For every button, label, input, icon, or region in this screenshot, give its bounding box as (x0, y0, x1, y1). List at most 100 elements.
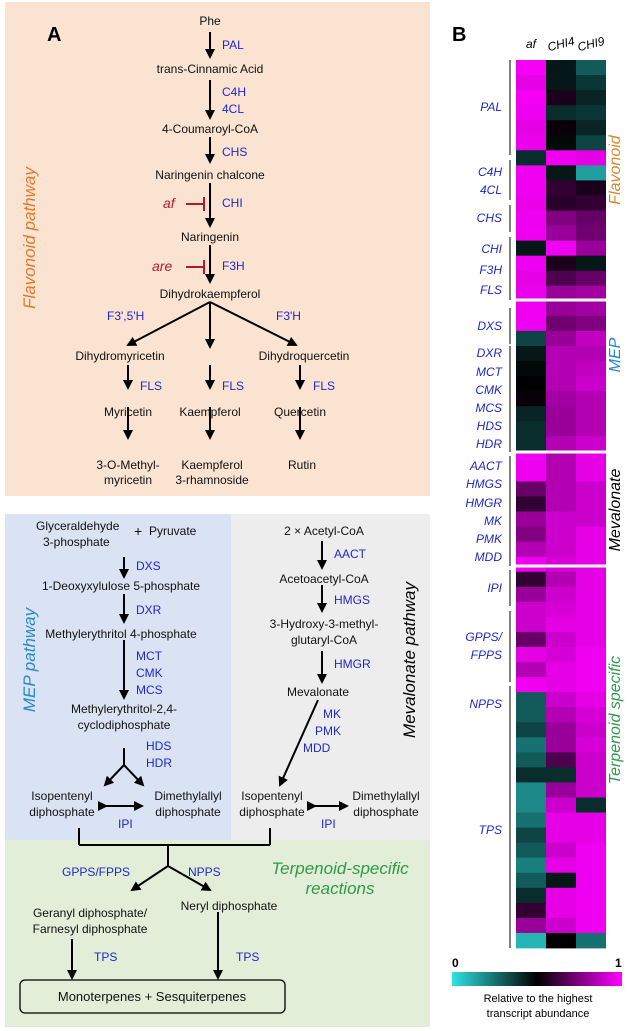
heatmap-cell (576, 917, 606, 934)
heatmap-cell (546, 872, 576, 889)
heatmap-cell (576, 782, 606, 798)
heatmap-cell (576, 90, 606, 106)
heatmap-cell (546, 120, 576, 136)
heatmap-cell (576, 571, 606, 588)
heatmap-cell (516, 556, 546, 573)
heatmap-cell (576, 240, 606, 257)
heatmap-cell (576, 165, 606, 181)
compound-kaempferol-rhamnoside-line1: Kaempferol (181, 458, 243, 472)
heatmap-cell (576, 857, 606, 874)
heatmap-cell (576, 60, 606, 76)
heatmap-cell (576, 767, 606, 783)
heatmap-cell (576, 586, 606, 603)
heatmap-cell (576, 436, 606, 452)
heatmap-cell (576, 376, 606, 392)
compound-methyl-myricetin-line1: 3-O-Methyl- (96, 458, 160, 472)
heatmap-cell (546, 782, 576, 798)
heatmap-cell (516, 737, 546, 753)
gene-tps: TPS (478, 823, 502, 837)
compound-myricetin: Myricetin (103, 405, 153, 419)
heatmap-cell (546, 526, 576, 543)
compound-acetyl-coa: 2 × Acetyl-CoA (284, 524, 364, 538)
heatmap-cell (516, 255, 546, 272)
gene-hmgs: HMGS (466, 477, 502, 491)
heatmap-cell (516, 677, 546, 693)
enzyme-aact: AACT (334, 547, 367, 561)
gene-hmgr: HMGR (465, 496, 502, 510)
heatmap-cell (576, 692, 606, 708)
heatmap-cell (576, 406, 606, 422)
heatmap-cell (576, 421, 606, 437)
enzyme-chs: CHS (222, 145, 248, 159)
heatmap-cell (516, 707, 546, 723)
heatmap-cell (576, 315, 606, 332)
heatmap-cell (516, 135, 546, 151)
heatmap-cell (516, 662, 546, 678)
gene-f3h: F3H (479, 263, 502, 277)
heatmap-cell (516, 361, 546, 377)
compound-kaempferol-rhamnoside-line2: 3-rhamnoside (175, 473, 249, 487)
heatmap-cell (516, 842, 546, 859)
heatmap-cell (516, 315, 546, 332)
mevalonate-panel-bg (231, 514, 430, 840)
heatmap-cell (546, 361, 576, 377)
compound-coumaroyl-coa: 4-Coumaroyl-CoA (161, 122, 259, 136)
heatmap-cell (576, 902, 606, 919)
heatmap-cell (576, 511, 606, 527)
heatmap-cell (516, 180, 546, 196)
enzyme-mcs: MCS (136, 683, 163, 697)
compound-deoxyxylulose: 1-Deoxyxylulose 5-phosphate (41, 579, 201, 593)
compound-glyceraldehyde-line2: 3-phosphate (43, 535, 110, 549)
heatmap-cell (516, 120, 546, 136)
enzyme-c4h: C4H (222, 85, 247, 99)
heatmap-cell (516, 150, 546, 166)
heatmap-cell (576, 601, 606, 618)
gene-dxs: DXS (477, 319, 502, 333)
heatmap-cell (516, 917, 546, 934)
heatmap-cell (546, 797, 576, 813)
enzyme-dxs: DXS (136, 559, 161, 573)
enzyme-mk: MK (323, 707, 341, 721)
heatmap-cell (576, 361, 606, 377)
compound-methylerythritol-phosphate: Methylerythritol 4-phosphate (45, 627, 197, 641)
heatmap-cell (516, 436, 546, 452)
heatmap-cell (516, 767, 546, 783)
compound-rutin: Rutin (287, 458, 317, 472)
heatmap-cell (576, 872, 606, 889)
heatmap-cell (546, 857, 576, 874)
heatmap-cell (546, 481, 576, 497)
heatmap-cell (576, 345, 606, 362)
heatmap-cell (516, 782, 546, 798)
gene-pmk: PMK (475, 532, 502, 546)
heatmap-cell (576, 466, 606, 482)
heatmap-cell (576, 827, 606, 844)
heatmap-cell (576, 677, 606, 693)
heatmap-cell (576, 195, 606, 211)
heatmap-cell (576, 616, 606, 633)
heatmap-cell (576, 556, 606, 573)
heatmap-cell (546, 60, 576, 76)
panel-b-label: B (452, 24, 467, 46)
enzyme-dxr: DXR (136, 603, 162, 617)
heatmap-cell (516, 270, 546, 287)
compound-dihydrokaempferol: Dihydrokaempferol (159, 287, 261, 301)
heatmap-cell (546, 662, 576, 678)
heatmap-cell (516, 466, 546, 482)
compound-naringenin: Naringenin (180, 230, 240, 244)
heatmap-cell (546, 541, 576, 558)
heatmap-cell (516, 300, 546, 317)
heatmap-cell (576, 737, 606, 753)
heatmap-cell (546, 586, 576, 603)
plus-sign-1: + (134, 523, 143, 539)
compound-dmapp-mva-line1: Dimethylallyl (352, 789, 420, 803)
compound-mecpp-line2: cyclodiphosphate (77, 718, 171, 732)
heatmap-cell (576, 481, 606, 497)
heatmap-cell (516, 481, 546, 497)
heatmap-cell (516, 496, 546, 512)
mutant-af: af (163, 195, 175, 211)
heatmap-cell (516, 601, 546, 618)
heatmap-cell (546, 917, 576, 934)
gene-fpps: FPPS (470, 648, 502, 662)
heatmap-cell (516, 571, 546, 588)
enzyme-fls-1: FLS (140, 379, 163, 393)
